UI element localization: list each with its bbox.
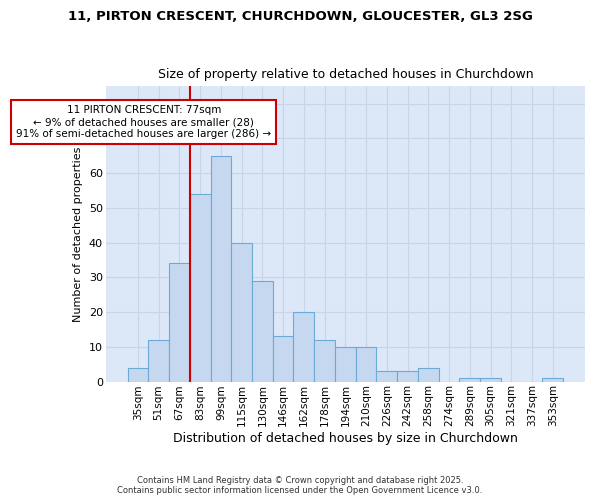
Bar xyxy=(356,347,376,382)
Bar xyxy=(542,378,563,382)
Bar xyxy=(169,264,190,382)
Bar xyxy=(314,340,335,382)
Title: Size of property relative to detached houses in Churchdown: Size of property relative to detached ho… xyxy=(158,68,533,81)
Bar xyxy=(335,347,356,382)
Bar xyxy=(252,281,273,382)
Text: Contains HM Land Registry data © Crown copyright and database right 2025.
Contai: Contains HM Land Registry data © Crown c… xyxy=(118,476,482,495)
Y-axis label: Number of detached properties: Number of detached properties xyxy=(73,146,83,322)
Bar xyxy=(128,368,148,382)
Bar xyxy=(231,242,252,382)
Bar xyxy=(460,378,480,382)
Bar xyxy=(376,371,397,382)
Bar xyxy=(293,312,314,382)
X-axis label: Distribution of detached houses by size in Churchdown: Distribution of detached houses by size … xyxy=(173,432,518,445)
Bar xyxy=(148,340,169,382)
Bar xyxy=(211,156,231,382)
Bar xyxy=(273,336,293,382)
Text: 11, PIRTON CRESCENT, CHURCHDOWN, GLOUCESTER, GL3 2SG: 11, PIRTON CRESCENT, CHURCHDOWN, GLOUCES… xyxy=(68,10,532,23)
Bar xyxy=(418,368,439,382)
Bar xyxy=(190,194,211,382)
Text: 11 PIRTON CRESCENT: 77sqm
← 9% of detached houses are smaller (28)
91% of semi-d: 11 PIRTON CRESCENT: 77sqm ← 9% of detach… xyxy=(16,106,271,138)
Bar xyxy=(480,378,501,382)
Bar xyxy=(397,371,418,382)
